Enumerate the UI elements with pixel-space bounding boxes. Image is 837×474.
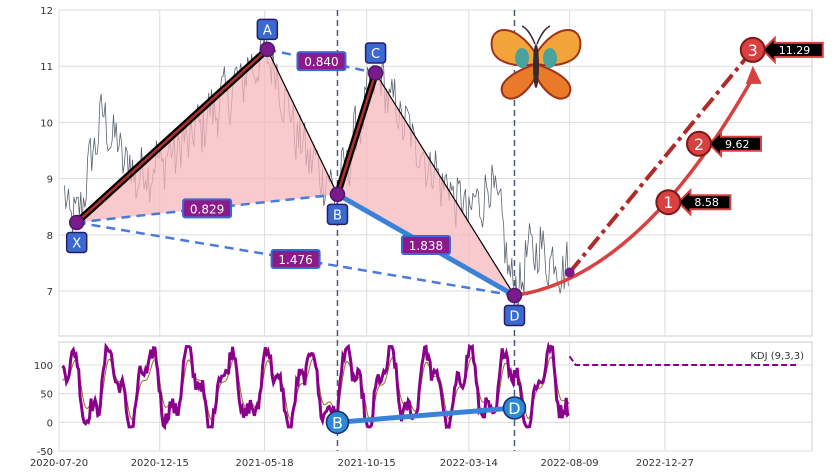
butterfly-spot [515,48,529,68]
xtick-label: 2021-10-15 [338,458,396,469]
point-label-x: X [65,231,88,254]
target-value-flag [761,35,824,65]
pivot-dot-a [259,41,276,58]
kdj-point-label: D [508,399,520,418]
point-label-box [326,203,349,226]
projection-arrowhead [745,65,762,84]
butterfly-spot [543,48,557,68]
ratio-label-box [182,198,233,219]
point-label-text: C [371,47,380,62]
kdj-point-circle [325,410,350,435]
target-number: 2 [694,135,704,154]
butterfly-wing-lower-left [500,62,537,100]
ratio-line-xb [76,193,338,224]
pivot-dot-d [506,287,523,304]
point-label-b: B [326,203,349,226]
point-label-text: X [72,236,81,251]
point-label-c: C [364,42,387,64]
point-label-box [503,304,526,327]
ratio-label-box [400,234,451,255]
target-circle [655,189,682,216]
projection-dashed-line [568,48,755,274]
leg-xa-core [75,48,269,224]
projection-start-dot [564,267,575,278]
butterfly-icon [490,25,582,100]
price-ytick-label: 10 [40,118,53,129]
butterfly-body [533,44,539,88]
point-label-text: B [333,208,342,223]
pivot-dot-c [367,65,384,81]
ratio-line-ac [267,48,376,75]
indicator-ytick-label: -50 [37,447,53,458]
kdj-bd-line [337,405,515,425]
target-value-text: 8.58 [694,196,719,209]
target-circle [739,36,766,63]
leg-cd [375,72,515,296]
kdj-point-d: D [502,396,527,420]
indicator-ytick-label: 50 [40,390,53,401]
target-number: 1 [663,193,673,212]
point-label-box [65,231,88,254]
point-label-text: A [263,23,272,38]
indicator-ytick-label: 100 [34,361,53,372]
ratio-label: 0.829 [182,198,233,219]
pivot-dot-b [329,186,346,203]
butterfly-antennae [521,25,551,45]
xtick-label: 2020-07-20 [30,458,88,469]
target-number: 3 [748,41,758,60]
xtick-label: 2022-03-14 [440,458,498,469]
ratio-label: 1.838 [400,234,451,255]
point-label-d: D [503,304,526,327]
triangle-xab [76,49,338,223]
kdj-forecast-line [568,355,798,366]
target-1: 8.58 1 [655,187,732,217]
kdj-point-label: B [332,413,343,432]
target-value-flag [707,129,762,159]
leg-bc-core [336,71,377,196]
target-value-text: 9.62 [725,138,750,151]
ratio-label-text: 1.476 [278,253,312,267]
projection-curve [514,77,755,298]
xtick-label: 2020-12-15 [131,458,189,469]
ratio-label-text: 0.840 [304,55,338,69]
indicator-ytick-label: 0 [47,418,53,429]
butterfly-wing-lower-right [535,62,572,100]
point-label-box [364,42,387,64]
ratio-label: 1.476 [270,248,321,269]
kdj-point-b: B [325,410,350,435]
xtick-label: 2021-05-18 [236,458,294,469]
kdj-k-line [61,341,570,431]
pivot-dot-x [68,214,85,231]
target-value-text: 11.29 [779,44,811,57]
point-label-a: A [256,18,279,41]
triangle-bcd [337,72,515,296]
kdj-legend: KDJ (9,3,3) [750,351,804,362]
price-ytick-label: 12 [40,6,53,17]
price-ytick-label: 8 [47,231,53,242]
ratio-label-text: 1.838 [409,239,443,253]
leg-ab [266,49,339,195]
price-ytick-label: 9 [47,175,53,186]
kdj-point-circle [502,396,527,420]
point-label-box [256,18,279,41]
point-label-text: D [509,310,519,325]
ratio-label-box [270,248,321,269]
xtick-label: 2022-08-09 [541,458,599,469]
price-ytick-label: 7 [47,287,53,298]
target-3: 11.29 3 [739,35,824,65]
target-value-flag [676,187,732,217]
ratio-label-box [296,51,347,72]
price-ytick-label: 11 [40,62,53,73]
ratio-label: 0.840 [296,51,347,72]
xtick-label: 2022-12-27 [636,458,694,469]
indicator-frame [58,341,813,452]
target-2: 9.62 2 [685,129,762,159]
target-circle [685,130,712,157]
ratio-label-text: 0.829 [190,202,224,216]
